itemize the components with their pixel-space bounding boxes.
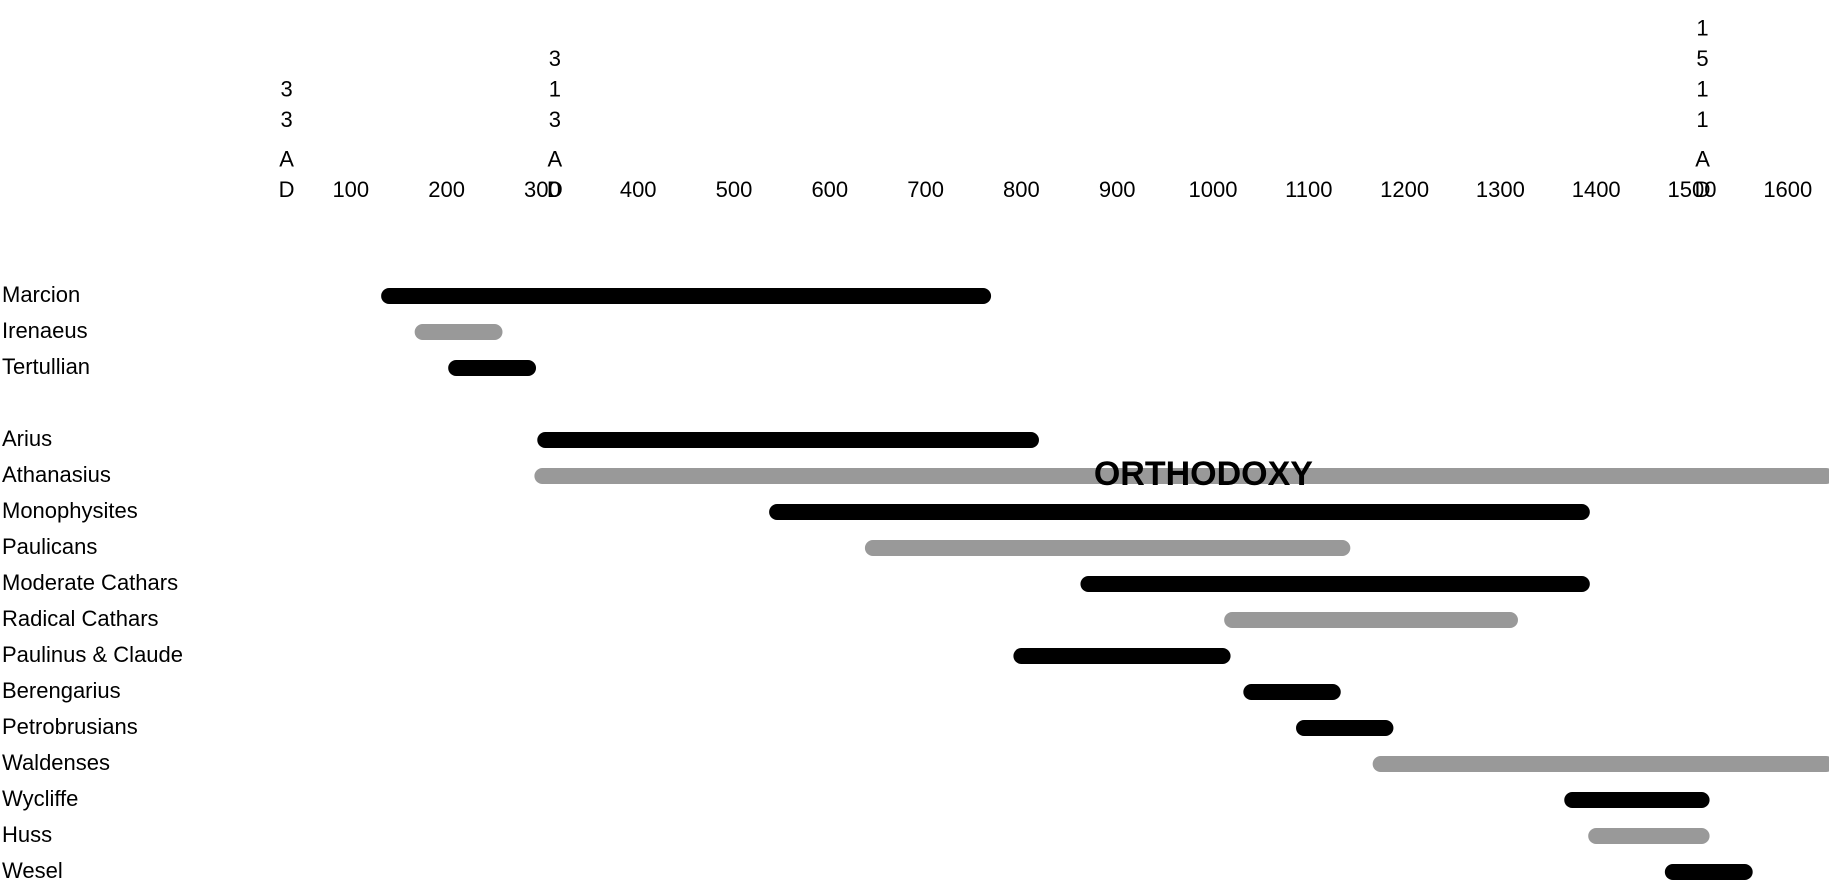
row-label: Wesel <box>2 858 63 883</box>
x-tick-label: 1200 <box>1380 177 1429 202</box>
era-marker-digit: 1 <box>549 77 561 102</box>
timeline-bars <box>381 288 1829 880</box>
x-tick-label: 700 <box>907 177 944 202</box>
era-marker-letter: A <box>548 147 563 172</box>
era-marker-digit: 3 <box>549 46 561 71</box>
row-label: Radical Cathars <box>2 606 159 631</box>
era-marker-digit: 3 <box>549 107 561 132</box>
x-tick-label: 300 <box>524 177 561 202</box>
era-marker-letter: A <box>279 147 294 172</box>
x-tick-label: 800 <box>1003 177 1040 202</box>
era-marker-letter: A <box>1695 147 1710 172</box>
row-label: Tertullian <box>2 354 90 379</box>
x-tick-label: 500 <box>716 177 753 202</box>
row-label: Paulicans <box>2 534 97 559</box>
row-label: Marcion <box>2 282 80 307</box>
era-marker-digit: 1 <box>1696 16 1708 41</box>
x-tick-label: 1100 <box>1285 177 1332 202</box>
era-marker-digit: 3 <box>280 107 292 132</box>
row-label: Irenaeus <box>2 318 88 343</box>
x-tick-label: 900 <box>1099 177 1136 202</box>
x-tick-label: 1000 <box>1189 177 1238 202</box>
x-tick-label: 1400 <box>1572 177 1621 202</box>
era-marker-letter: D <box>279 177 295 202</box>
era-marker-digit: 1 <box>1696 77 1708 102</box>
row-label: Wycliffe <box>2 786 78 811</box>
era-marker-letter: D <box>1695 177 1711 202</box>
row-label: Moderate Cathars <box>2 570 178 595</box>
x-tick-label: 1600 <box>1763 177 1812 202</box>
row-label: Berengarius <box>2 678 121 703</box>
orthodoxy-annotation: ORTHODOXY <box>1094 455 1313 493</box>
x-tick-label: 600 <box>811 177 848 202</box>
x-tick-label: 200 <box>428 177 465 202</box>
row-labels: Marcion Irenaeus Tertullian Arius Athanasius… <box>2 282 183 883</box>
x-tick-label: 1500 <box>1668 177 1717 202</box>
row-label: Arius <box>2 426 52 451</box>
x-tick-label: 100 <box>332 177 369 202</box>
row-label: Petrobrusians <box>2 714 138 739</box>
x-tick-label: 1300 <box>1476 177 1525 202</box>
era-marker-letter: D <box>547 177 563 202</box>
era-marker-digit: 3 <box>280 77 292 102</box>
row-label: Paulinus & Claude <box>2 642 183 667</box>
chart-annotations: ORTHODOXY <box>1094 455 1313 493</box>
row-label: Huss <box>2 822 52 847</box>
era-marker-digit: 5 <box>1696 46 1708 71</box>
era-marker-digit: 1 <box>1696 107 1708 132</box>
row-label: Waldenses <box>2 750 110 775</box>
x-tick-label: 400 <box>620 177 657 202</box>
timeline-axis: 100 200 300 400 500 600 700 800 900 1000 1100 1200 1… <box>279 16 1813 203</box>
row-label: Monophysites <box>2 498 138 523</box>
row-label: Athanasius <box>2 462 111 487</box>
